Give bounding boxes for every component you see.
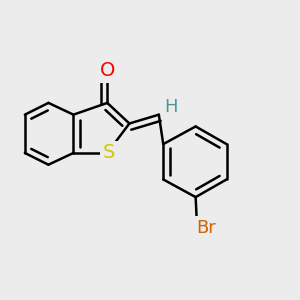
Text: O: O	[100, 61, 115, 80]
Text: Br: Br	[196, 219, 216, 237]
Text: H: H	[164, 98, 177, 116]
Text: S: S	[103, 143, 115, 162]
